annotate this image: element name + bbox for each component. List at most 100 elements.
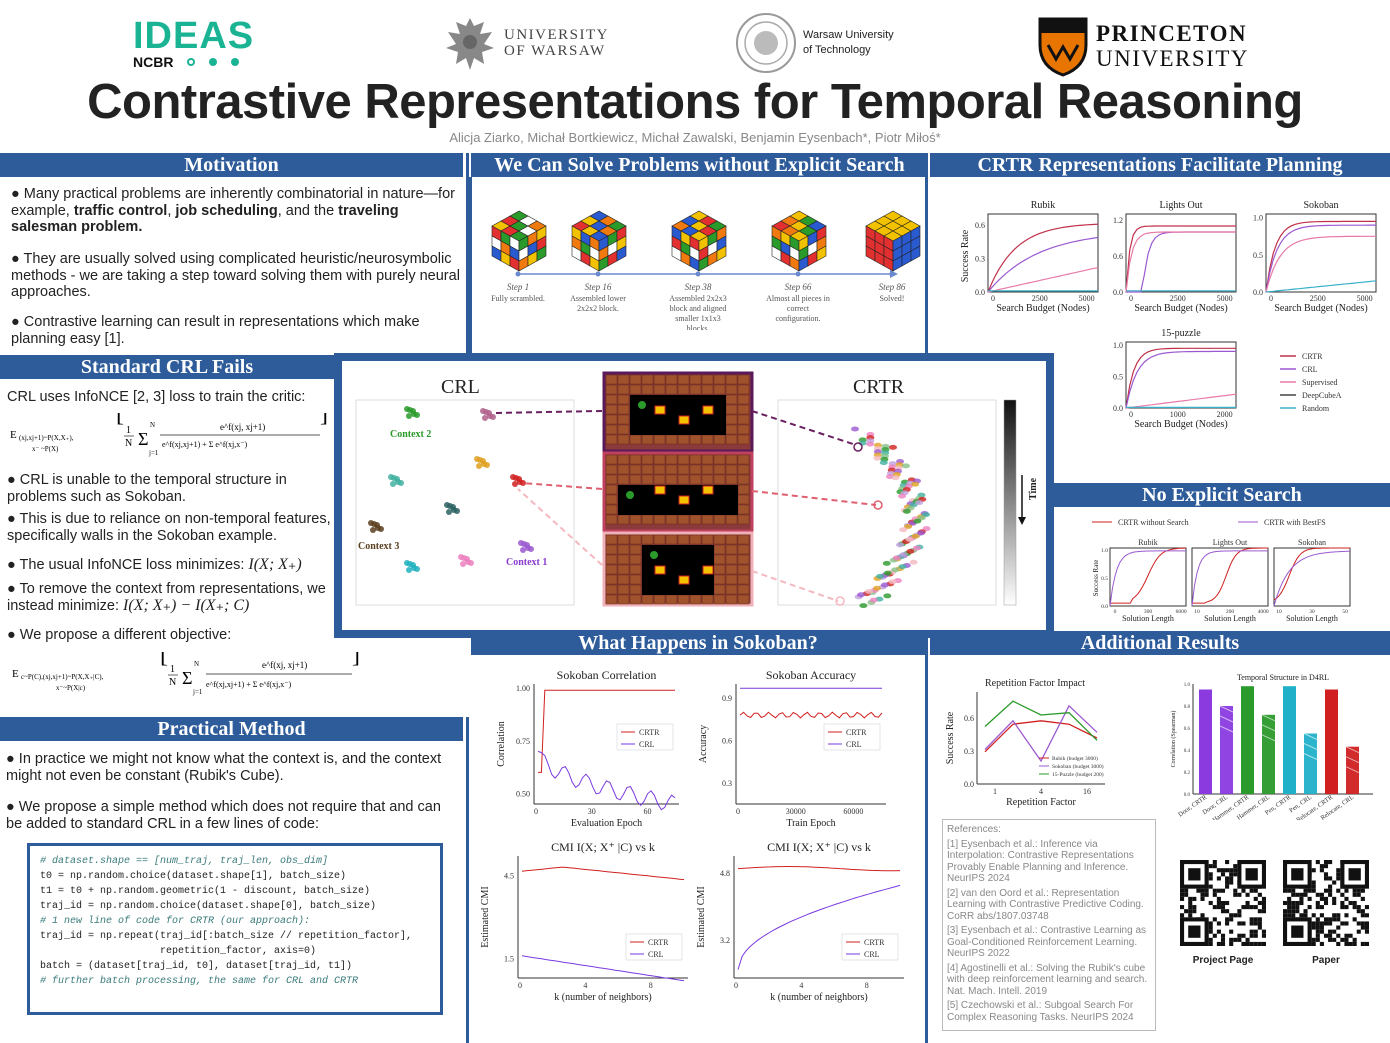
svg-text:Search Budget (Nodes): Search Budget (Nodes) xyxy=(996,303,1089,314)
series-line-crtr xyxy=(521,866,685,881)
bar xyxy=(1241,686,1254,794)
bar xyxy=(1346,746,1359,794)
svg-text:1.00: 1.00 xyxy=(516,684,530,693)
step-label: Step 38 xyxy=(685,282,712,292)
svg-text:200: 200 xyxy=(1226,609,1235,615)
series-line-bestfs xyxy=(1191,550,1268,607)
code-line: # 1 new line of code for CRTR (our appro… xyxy=(40,916,311,927)
svg-text:]: ] xyxy=(320,413,328,427)
bar xyxy=(1199,689,1212,794)
svg-text:1.0: 1.0 xyxy=(1113,341,1123,350)
practical-p2: ● We propose a simple method which does … xyxy=(6,799,441,832)
svg-text:0: 0 xyxy=(1114,609,1117,615)
svg-text:50: 50 xyxy=(1342,609,1348,615)
svg-text:Σ: Σ xyxy=(182,668,192,688)
planning-heading: CRTR Representations Facilitate Planning xyxy=(930,153,1390,177)
step-desc: Solved! xyxy=(880,294,905,303)
svg-text:0.3: 0.3 xyxy=(964,747,974,756)
step-label: Step 86 xyxy=(879,282,906,292)
svg-text:4: 4 xyxy=(583,981,587,990)
series-line-supervised xyxy=(1125,231,1236,293)
svg-text:0.9: 0.9 xyxy=(722,694,732,703)
y-tick: 0.5 xyxy=(1101,576,1108,582)
proposed-formula: E c~P(C),(xj,xj+1)~P(X,X₊|C), x⁻~P(X|c) … xyxy=(10,642,360,700)
qr-paper[interactable]: Paper xyxy=(1283,860,1369,966)
svg-text:2500: 2500 xyxy=(1032,294,1048,303)
code-line: t1 = t0 + np.random.geometric(1 - discou… xyxy=(40,886,371,897)
svg-text:N: N xyxy=(194,660,199,668)
svg-text:x⁻~P(X|c): x⁻~P(X|c) xyxy=(56,684,86,692)
bar xyxy=(1325,689,1338,794)
legend-item: CRL xyxy=(1302,365,1318,374)
rubik-cube xyxy=(571,210,627,272)
svg-text:[: [ xyxy=(160,652,168,668)
series-line-crl xyxy=(1125,350,1236,409)
temporal-bar-chart: Temporal Structure in D4RL 0.0 0.2 0.4 0.6 0.… xyxy=(1170,673,1373,824)
svg-text:0.3: 0.3 xyxy=(975,255,985,264)
svg-text:4: 4 xyxy=(799,981,803,990)
timeline-dot xyxy=(515,271,521,277)
logo-ideas: IDEAS NCBR xyxy=(133,15,255,70)
rep-series-line xyxy=(984,704,1098,763)
rep-series-line xyxy=(984,720,1098,753)
svg-text:60000: 60000 xyxy=(843,807,863,816)
code-line: # further batch processing, the same for… xyxy=(40,976,359,987)
crtr-trajectory-points xyxy=(851,426,931,609)
svg-text:0.0: 0.0 xyxy=(964,780,974,789)
svg-text:CRTR: CRTR xyxy=(846,728,867,737)
motivation-p1: ● Many practical problems are inherently… xyxy=(11,186,455,235)
rep-series-line xyxy=(984,700,1098,741)
svg-text:Correlation: Correlation xyxy=(496,721,507,767)
logo-university-warsaw: UNIVERSITY OF WARSAW xyxy=(440,12,609,74)
legend-item: CRTR without Search xyxy=(1118,518,1189,527)
svg-text:e^f(xj, xj+1): e^f(xj, xj+1) xyxy=(220,422,265,432)
svg-text:4000: 4000 xyxy=(1258,609,1269,615)
svg-text:5000: 5000 xyxy=(1079,294,1095,303)
bar xyxy=(1283,686,1296,794)
svg-text:1.2: 1.2 xyxy=(1113,216,1123,225)
legend-item: CRTR xyxy=(1302,352,1323,361)
svg-text:0.0: 0.0 xyxy=(975,288,985,297)
sokoban-board xyxy=(605,454,750,525)
code-snippet: # dataset.shape == [num_traj, traj_len, … xyxy=(27,843,443,1015)
svg-text:c~P(C),(xj,xj+1)~P(X,X₊|C),: c~P(C),(xj,xj+1)~P(X,X₊|C), xyxy=(21,673,104,681)
series-line-without-search xyxy=(1110,547,1187,604)
planning-ylabel: Success Rate xyxy=(960,229,971,282)
authors: Alicja Ziarko, Michał Bortkiewicz, Micha… xyxy=(449,130,941,145)
svg-text:5000: 5000 xyxy=(1357,294,1373,303)
svg-text:Repetition Factor: Repetition Factor xyxy=(1006,797,1076,808)
planning-plots: Rubik 0.0 0.3 0.6 0 2500 5000 Search Budget (No… xyxy=(930,180,1390,480)
code-line: repetition_factor, axis=0) xyxy=(40,946,317,957)
code-line: batch = (dataset[traj_id, t0], dataset[t… xyxy=(40,961,353,972)
crl-cluster xyxy=(404,406,420,419)
svg-text:E: E xyxy=(10,429,17,441)
series-line-supervised xyxy=(1265,235,1376,293)
references: References: [1] Eysenbach et al.: Infere… xyxy=(942,819,1156,1031)
svg-text:Solution Length: Solution Length xyxy=(1286,614,1338,623)
crl-b4: ● To remove the context from representat… xyxy=(7,581,326,614)
repetition-plot: Repetition Factor Impact 0.0 0.3 0.6 1 4 16 Rep… xyxy=(945,678,1105,808)
qr-project[interactable]: Project Page xyxy=(1180,860,1266,966)
reference-item: [2] van den Oord et al.: Representation … xyxy=(947,887,1144,922)
svg-text:]: ] xyxy=(352,652,360,668)
crl-b3: ● The usual InfoNCE loss minimizes: I(X;… xyxy=(7,556,302,573)
svg-text:Correlation (Spearman): Correlation (Spearman) xyxy=(1170,711,1177,768)
code-line: # dataset.shape == [num_traj, traj_len, … xyxy=(40,856,329,867)
motivation-p2: ● They are usually solved using complica… xyxy=(11,251,460,300)
step-label: Step 16 xyxy=(585,282,612,292)
crl-cluster xyxy=(510,474,526,487)
step-label: Step 1 xyxy=(507,282,529,292)
svg-text:(xj,xj+1)~P(X,X₊),: (xj,xj+1)~P(X,X₊), xyxy=(19,434,74,442)
series-line-crl xyxy=(987,236,1099,293)
svg-text:Search Budget (Nodes): Search Budget (Nodes) xyxy=(1134,303,1227,314)
series-line-supervised xyxy=(987,266,1099,293)
svg-text:6000: 6000 xyxy=(1176,609,1187,615)
svg-text:30000: 30000 xyxy=(786,807,806,816)
motivation-heading: Motivation xyxy=(0,153,463,177)
svg-text:15-puzzle: 15-puzzle xyxy=(1161,328,1201,339)
sokoban-board xyxy=(605,534,750,605)
svg-text:1.0: 1.0 xyxy=(1253,214,1263,223)
step-desc: Fully scrambled. xyxy=(491,294,545,303)
